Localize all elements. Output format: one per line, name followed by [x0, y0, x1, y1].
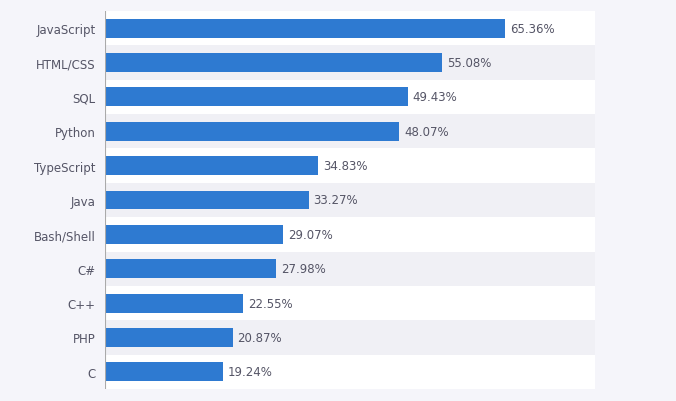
- Text: 49.43%: 49.43%: [412, 91, 457, 104]
- Bar: [105, 12, 595, 46]
- Bar: [105, 328, 233, 347]
- Bar: [105, 183, 595, 218]
- Text: 65.36%: 65.36%: [510, 23, 555, 36]
- Text: 33.27%: 33.27%: [314, 194, 358, 207]
- Bar: [105, 294, 243, 313]
- Text: 20.87%: 20.87%: [237, 331, 282, 344]
- Text: 48.07%: 48.07%: [404, 126, 449, 138]
- Bar: [105, 81, 595, 115]
- Bar: [105, 286, 595, 320]
- Bar: [105, 259, 276, 278]
- Bar: [105, 149, 595, 183]
- Text: 55.08%: 55.08%: [447, 57, 491, 70]
- Bar: [105, 157, 318, 176]
- Text: 27.98%: 27.98%: [281, 263, 326, 275]
- Bar: [105, 363, 222, 381]
- Bar: [105, 115, 595, 149]
- Bar: [105, 252, 595, 286]
- Text: 22.55%: 22.55%: [248, 297, 293, 310]
- Text: 29.07%: 29.07%: [288, 228, 333, 241]
- Bar: [105, 320, 595, 355]
- Bar: [105, 218, 595, 252]
- Bar: [105, 46, 595, 81]
- Bar: [105, 123, 400, 142]
- Bar: [105, 225, 283, 244]
- Bar: [105, 88, 408, 107]
- Bar: [105, 20, 505, 38]
- Bar: [105, 191, 309, 210]
- Bar: [105, 54, 442, 73]
- Text: 19.24%: 19.24%: [228, 365, 272, 378]
- Bar: [105, 355, 595, 389]
- Text: 34.83%: 34.83%: [323, 160, 368, 173]
